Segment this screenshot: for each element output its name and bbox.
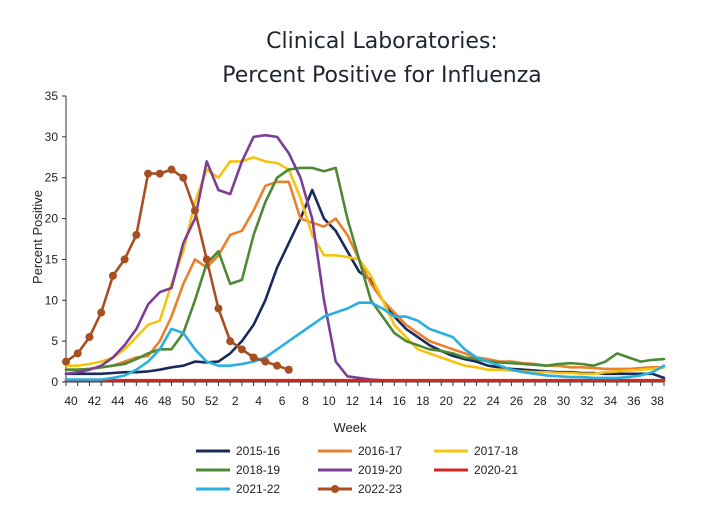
series-line-2016-17: [64, 180, 666, 372]
series-point-2022-23: [144, 169, 153, 178]
x-tick-label: 20: [440, 394, 454, 408]
series-point-2022-23: [120, 255, 129, 264]
y-tick-label: 10: [45, 293, 59, 307]
x-tick-label: 4: [255, 394, 262, 408]
x-tick-label: 52: [205, 394, 219, 408]
legend-label-2020-21: 2020-21: [474, 463, 518, 477]
x-tick-label: 14: [369, 394, 383, 408]
series-line-2017-18: [64, 156, 666, 376]
legend-label-2021-22: 2021-22: [236, 482, 280, 496]
series-point-2022-23: [179, 173, 188, 182]
series-point-2022-23: [226, 337, 235, 346]
x-tick-label: 36: [627, 394, 641, 408]
y-axis-label: Percent Positive: [30, 190, 45, 284]
x-tick-label: 48: [158, 394, 172, 408]
y-tick-label: 35: [45, 89, 59, 103]
series-point-2022-23: [167, 165, 176, 174]
chart-title-line-2: Percent Positive for Influenza: [222, 63, 542, 88]
series-point-2022-23: [73, 349, 82, 358]
y-tick-label: 30: [45, 130, 59, 144]
x-tick-label: 22: [463, 394, 477, 408]
x-tick-label: 18: [416, 394, 430, 408]
series-line-2019-20: [64, 133, 666, 382]
x-tick-label: 38: [651, 394, 665, 408]
x-tick-label: 44: [111, 394, 125, 408]
x-tick-label: 30: [557, 394, 571, 408]
x-tick-label: 26: [510, 394, 524, 408]
y-tick-label: 0: [51, 375, 58, 389]
legend-label-2016-17: 2016-17: [358, 444, 402, 458]
x-axis: 40 42 44 46 48 50 52 2 4 6 8 10 12 14 16 18 20 22 24 26 28 30…: [64, 381, 665, 408]
series-point-2022-23: [97, 308, 106, 317]
series-point-2022-23: [190, 206, 199, 215]
legend-label-2017-18: 2017-18: [474, 444, 518, 458]
y-tick-label: 25: [45, 171, 59, 185]
series-point-2022-23: [62, 357, 70, 366]
series-point-2022-23: [261, 357, 270, 366]
series-point-2022-23: [249, 353, 258, 362]
legend-label-2015-16: 2015-16: [236, 444, 280, 458]
series-point-2022-23: [214, 304, 223, 313]
x-tick-label: 2: [232, 394, 239, 408]
x-tick-label: 10: [322, 394, 336, 408]
series-point-2022-23: [155, 169, 164, 178]
y-tick-label: 20: [45, 212, 59, 226]
legend: 2015-16 2016-17 2017-18 2018-19 2019-20 2020-…: [196, 444, 518, 496]
x-tick-label: 32: [580, 394, 594, 408]
x-tick-label: 34: [604, 394, 618, 408]
x-tick-label: 28: [533, 394, 547, 408]
series-point-2022-23: [237, 345, 246, 354]
x-tick-label: 16: [393, 394, 407, 408]
series-point-2022-23: [132, 230, 141, 239]
series-lines: [62, 133, 666, 382]
x-tick-label: 42: [88, 394, 102, 408]
x-tick-label: 40: [64, 394, 78, 408]
series-point-2022-23: [85, 333, 94, 342]
y-axis: 0 5 10 15 20 25 30 35: [45, 89, 67, 389]
y-tick-label: 5: [51, 334, 58, 348]
x-tick-label: 24: [486, 394, 500, 408]
legend-label-2022-23: 2022-23: [358, 482, 402, 496]
chart-title-line-1: Clinical Laboratories:: [266, 29, 498, 54]
series-point-2022-23: [284, 365, 293, 374]
series-point-2022-23: [273, 361, 282, 370]
x-tick-label: 6: [279, 394, 286, 408]
series-line-2018-19: [64, 166, 666, 372]
y-tick-label: 15: [45, 252, 59, 266]
x-tick-label: 46: [135, 394, 149, 408]
series-line-2021-22: [64, 301, 666, 381]
series-point-2022-23: [108, 271, 117, 280]
legend-label-2018-19: 2018-19: [236, 463, 280, 477]
legend-marker-2022-23: [331, 485, 339, 493]
x-tick-label: 12: [346, 394, 360, 408]
series-point-2022-23: [202, 255, 211, 264]
x-tick-label: 8: [302, 394, 309, 408]
legend-label-2019-20: 2019-20: [358, 463, 402, 477]
x-tick-label: 50: [182, 394, 196, 408]
x-axis-label: Week: [334, 420, 367, 435]
